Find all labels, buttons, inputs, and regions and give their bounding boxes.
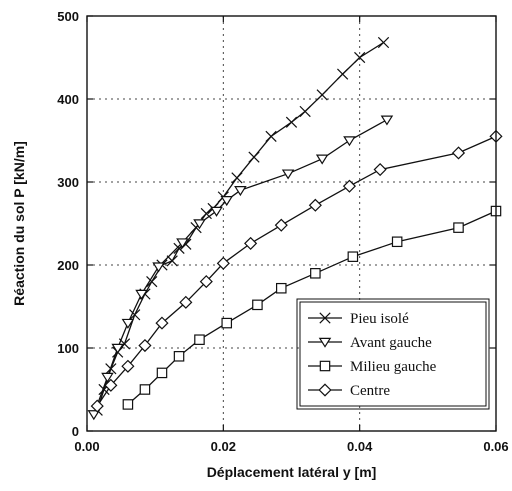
data-point-triangle-down [220,196,234,207]
legend-box [299,301,487,407]
data-point-square [252,299,263,311]
data-point-diamond [138,338,152,353]
y-tick-label: 200 [57,258,79,273]
y-tick-label: 400 [57,92,79,107]
data-point-x [316,89,328,101]
data-point-triangle-down [176,238,189,249]
y-tick-label: 300 [57,175,79,190]
x-tick-label: 0.04 [347,439,373,454]
data-point-triangle-down [101,372,114,383]
data-point-triangle-down [380,115,394,126]
data-point-diamond [373,162,387,177]
legend-label: Milieu gauche [350,359,437,375]
data-point-x [231,172,243,184]
data-point-diamond [155,316,169,330]
data-point-diamond [274,218,288,232]
legend-marker-x [319,312,331,324]
data-point-x [200,207,212,220]
data-point-triangle-down [281,169,295,180]
data-point-x [337,68,349,80]
data-point-triangle-down [87,410,101,421]
data-point-x [377,36,390,49]
legend-marker-triangle-down [318,337,332,348]
legend: Pieu isolé Avant gauche Milieu gauche Centr… [296,298,490,410]
legend-label: Pieu isolé [350,311,409,327]
data-point-x [248,151,260,163]
series-triangle-down [87,115,394,421]
data-point-square [156,367,168,379]
data-point-diamond [104,378,118,392]
data-point-square [347,251,359,262]
data-point-x [146,275,158,288]
data-point-square [453,222,464,233]
x-axis-title: Déplacement latéral y [m] [207,464,377,480]
data-point-x [166,255,178,267]
data-point-diamond [90,399,104,413]
x-tick-label: 0.00 [74,439,99,454]
data-point-square [139,384,151,395]
y-tick-label: 500 [57,9,79,24]
data-point-square [221,317,233,329]
data-point-x [129,309,141,321]
axes-layer: 0.00 0.02 0.04 0.06 0 100 200 300 400 500 [57,9,508,454]
legend-marker-diamond [318,383,332,397]
data-point-square [173,351,185,362]
data-point-diamond [244,236,258,250]
legend-marker-square [319,360,331,372]
data-point-triangle-down [193,219,206,230]
y-tick-label: 0 [72,424,79,439]
data-point-x [265,130,277,142]
data-point-triangle-down [135,289,148,300]
data-point-triangle-down [152,262,165,273]
data-point-diamond [342,179,357,193]
data-point-triangle-down [234,186,247,197]
data-point-square [275,282,287,294]
data-point-x [285,116,298,128]
data-point-diamond [179,295,193,309]
data-point-x [354,51,366,64]
legend-outer-border [296,298,490,410]
data-point-square [194,334,205,345]
data-point-triangle-down [210,206,223,217]
data-point-diamond [216,256,230,270]
legend-label: Avant gauche [350,335,432,351]
legend-label: Centre [350,383,390,399]
data-point-diamond [199,275,213,289]
data-point-square [310,268,321,279]
data-point-diamond [121,359,135,373]
x-tick-label: 0.06 [483,439,508,454]
data-point-triangle-down [343,136,356,147]
data-point-triangle-down [111,343,124,354]
y-tick-label: 100 [57,341,79,356]
data-point-square [122,399,134,410]
data-point-square [391,236,403,248]
grid-lines [87,16,496,431]
data-point-triangle-down [121,318,135,329]
x-tick-label: 0.02 [211,439,236,454]
y-axis-title: Réaction du sol P [kN/m] [11,141,27,306]
data-point-x [299,105,311,118]
data-point-diamond [308,198,322,212]
data-point-diamond [451,146,466,160]
plot-frame [86,15,497,432]
data-point-triangle-down [315,154,329,165]
